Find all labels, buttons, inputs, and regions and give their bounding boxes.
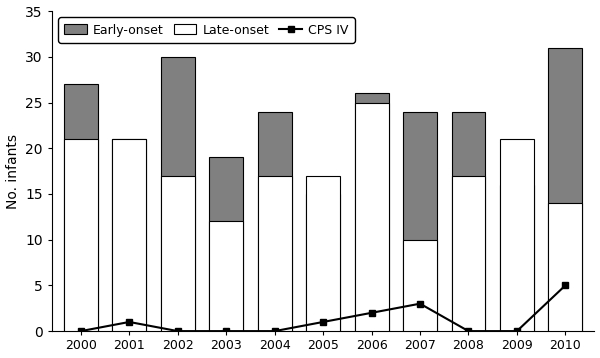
Bar bbox=[403, 240, 437, 331]
Bar bbox=[452, 112, 485, 331]
Bar bbox=[500, 139, 534, 331]
Bar bbox=[548, 48, 583, 331]
Bar bbox=[306, 194, 340, 331]
Bar bbox=[161, 176, 195, 331]
Bar bbox=[257, 176, 292, 331]
Bar bbox=[209, 221, 243, 331]
Bar bbox=[452, 176, 485, 331]
Bar bbox=[112, 139, 146, 331]
Bar bbox=[403, 112, 437, 331]
Y-axis label: No. infants: No. infants bbox=[5, 134, 20, 209]
Bar bbox=[112, 139, 146, 331]
Bar bbox=[548, 203, 583, 331]
Bar bbox=[500, 185, 534, 331]
Bar bbox=[64, 139, 98, 331]
Bar bbox=[306, 176, 340, 331]
Bar bbox=[209, 158, 243, 331]
Bar bbox=[355, 102, 389, 331]
Bar bbox=[355, 93, 389, 331]
Bar bbox=[64, 84, 98, 331]
Bar bbox=[257, 112, 292, 331]
Bar bbox=[161, 57, 195, 331]
Legend: Early-onset, Late-onset, CPS IV: Early-onset, Late-onset, CPS IV bbox=[58, 17, 355, 43]
